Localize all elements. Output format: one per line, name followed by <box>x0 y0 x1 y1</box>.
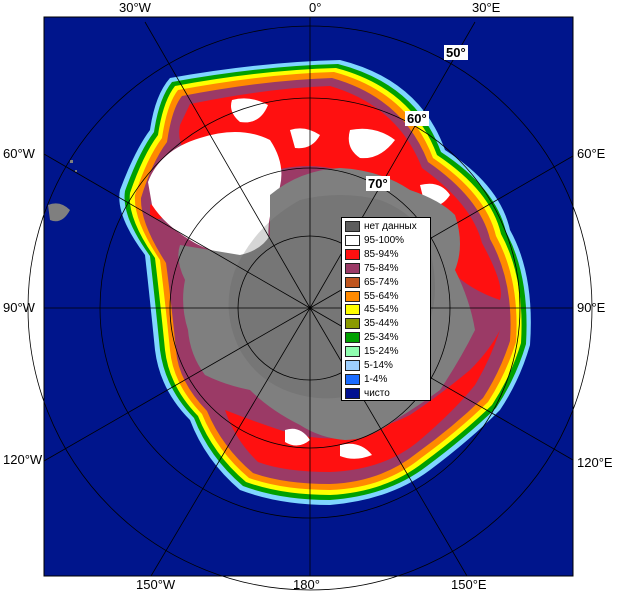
lon-label-bottom-180: 180° <box>293 577 320 592</box>
lon-label-left-120w: 120°W <box>3 452 43 467</box>
legend-label: 95-100% <box>364 234 405 246</box>
legend-entry: 65-74% <box>344 276 430 289</box>
legend-label: 45-54% <box>364 304 399 316</box>
legend-swatch <box>345 373 360 385</box>
legend-label: нет данных <box>364 221 417 232</box>
legend-entry: 15-24% <box>344 345 430 358</box>
legend-swatch <box>345 360 360 371</box>
ice-white-zones <box>148 98 450 459</box>
legend-swatch <box>345 290 360 302</box>
lat-label-50: 50° <box>444 45 468 60</box>
legend-swatch <box>345 262 360 274</box>
legend-swatch <box>345 276 360 288</box>
concentration-legend: нет данных 95-100% 85-94% 75-84% 65-74% 55-64… <box>341 217 431 401</box>
meridians <box>43 17 574 577</box>
legend-entry: чисто <box>344 387 430 400</box>
legend-swatch <box>345 318 360 330</box>
legend-entry: 5-14% <box>344 359 430 372</box>
legend-label: 65-74% <box>364 276 399 288</box>
legend-entry: 85-94% <box>344 248 430 261</box>
map-frame <box>43 16 574 577</box>
legend-label: чисто <box>364 387 390 399</box>
lon-label-right-120e: 120°E <box>577 455 613 470</box>
legend-label: 75-84% <box>364 262 399 274</box>
legend-entry: 35-44% <box>344 317 430 330</box>
islands <box>48 160 77 222</box>
legend-entry: 25-34% <box>344 331 430 344</box>
lon-label-right-90e: 90°E <box>577 300 606 315</box>
lon-label-top-30w: 30°W <box>119 0 151 15</box>
legend-label: 5-14% <box>364 360 393 371</box>
lon-label-top-0: 0° <box>309 0 322 15</box>
lon-label-right-60e: 60°E <box>577 146 606 161</box>
lon-label-left-60w: 60°W <box>3 146 35 161</box>
legend-label: 15-24% <box>364 346 399 358</box>
legend-entry: 55-64% <box>344 290 430 303</box>
legend-label: 25-34% <box>364 332 399 344</box>
lon-label-bottom-150e: 150°E <box>451 577 487 592</box>
lat-label-60: 60° <box>405 111 429 126</box>
legend-entry: 1-4% <box>344 373 430 386</box>
legend-entry: 75-84% <box>344 262 430 275</box>
lon-label-top-30e: 30°E <box>472 0 501 15</box>
legend-label: 35-44% <box>364 318 399 330</box>
legend-swatch <box>345 234 360 246</box>
legend-swatch <box>345 221 360 232</box>
legend-entry: 45-54% <box>344 303 430 316</box>
legend-swatch <box>345 332 360 344</box>
lat-label-70: 70° <box>366 176 390 191</box>
lon-label-bottom-150w: 150°W <box>136 577 176 592</box>
legend-label: 85-94% <box>364 248 399 260</box>
lon-label-left-90w: 90°W <box>3 300 35 315</box>
legend-swatch <box>345 387 360 399</box>
legend-entry: 95-100% <box>344 234 430 247</box>
legend-swatch <box>345 304 360 316</box>
legend-entry: нет данных <box>344 220 430 233</box>
legend-swatch <box>345 248 360 260</box>
legend-swatch <box>345 346 360 358</box>
legend-label: 55-64% <box>364 290 399 302</box>
legend-label: 1-4% <box>364 373 388 385</box>
